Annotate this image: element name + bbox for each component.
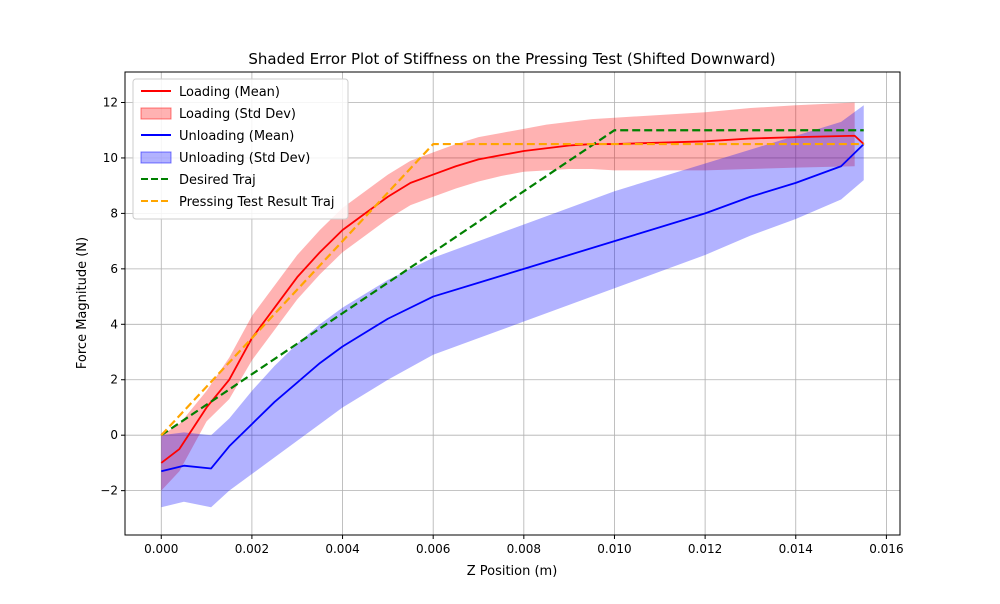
line-pressing-test-result-traj (160, 142, 864, 436)
y-tick-label: 2 (110, 373, 118, 387)
legend: Loading (Mean) Loading (Std Dev) Unloading… (132, 78, 349, 220)
y-axis-label: Force Magnitude (N) (75, 237, 90, 369)
x-tick-label: 0.008 (507, 542, 541, 556)
legend-label: Unloading (Std Dev) (179, 151, 310, 166)
band-loading-std-dev (161, 102, 855, 491)
line-loading-mean (160, 134, 865, 464)
x-tick-label: 0.010 (597, 542, 631, 556)
legend-label: Unloading (Mean) (179, 129, 294, 144)
legend-label: Loading (Std Dev) (179, 107, 296, 122)
legend-box (132, 78, 349, 220)
y-tick-label: 4 (110, 317, 118, 331)
line-desired-traj (160, 129, 864, 437)
series-lines (160, 129, 865, 473)
y-tick-label: 12 (103, 95, 118, 109)
x-tick-label: 0.012 (688, 542, 722, 556)
y-axis-ticks: −2 0 2 4 6 8 10 12 (100, 95, 125, 498)
legend-label: Desired Traj (179, 173, 256, 188)
y-tick-label: 6 (110, 262, 118, 276)
y-tick-label: −2 (100, 484, 118, 498)
chart-title: Shaded Error Plot of Stiffness on the Pr… (248, 50, 775, 68)
legend-swatch (140, 107, 172, 120)
line-unloading-mean (161, 143, 865, 473)
std-dev-bands (161, 102, 864, 508)
legend-label: Pressing Test Result Traj (179, 195, 334, 210)
x-tick-label: 0.016 (869, 542, 903, 556)
x-tick-label: 0.014 (779, 542, 813, 556)
y-tick-label: 8 (110, 206, 118, 220)
x-axis-label: Z Position (m) (467, 564, 558, 579)
x-tick-label: 0.002 (235, 542, 269, 556)
x-axis-ticks: 0.000 0.002 0.004 0.006 0.008 0.010 0.012 0.014… (144, 535, 904, 556)
band-unloading-std-dev (161, 105, 864, 508)
x-tick-label: 0.006 (416, 542, 450, 556)
y-tick-label: 10 (103, 151, 118, 165)
x-tick-label: 0.004 (325, 542, 359, 556)
plot-frame (124, 71, 901, 536)
x-tick-label: 0.000 (144, 542, 178, 556)
y-tick-label: 0 (110, 428, 118, 442)
legend-swatch (140, 151, 172, 164)
legend-label: Loading (Mean) (179, 85, 280, 100)
